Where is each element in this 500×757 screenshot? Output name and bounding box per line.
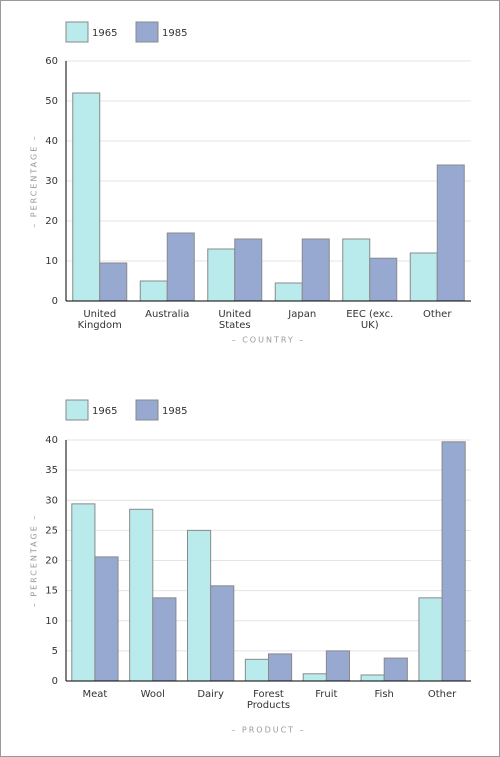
y-tick-label: 35 — [45, 465, 58, 476]
x-tick-label: Wool — [140, 689, 165, 700]
bar — [302, 673, 327, 682]
x-tick-label: Dairy — [197, 689, 224, 700]
legend-swatch — [135, 399, 159, 421]
x-tick-label: Forest Products — [246, 689, 291, 711]
bar — [301, 238, 330, 302]
legend-label: 1985 — [162, 406, 187, 417]
y-tick-label: 20 — [45, 216, 58, 227]
bar — [99, 262, 128, 302]
y-axis-label: – PERCENTAGE – — [30, 514, 39, 608]
bar — [436, 164, 465, 302]
x-tick-label: EEC (exc. UK) — [346, 309, 394, 331]
bar — [274, 282, 303, 302]
x-tick-label: Other — [423, 309, 452, 320]
y-tick-label: 40 — [45, 136, 58, 147]
y-tick-label: 30 — [45, 176, 58, 187]
legend-label: 1965 — [92, 28, 117, 39]
bar — [152, 597, 177, 682]
y-tick-label: 20 — [45, 556, 58, 567]
bar — [72, 92, 101, 302]
legend-swatch — [65, 21, 89, 43]
bar — [94, 556, 119, 682]
legend-label: 1985 — [162, 28, 187, 39]
legend-swatch — [135, 21, 159, 43]
y-tick-label: 60 — [45, 56, 58, 67]
x-tick-label: Fruit — [315, 689, 338, 700]
y-tick-label: 10 — [45, 616, 58, 627]
y-tick-label: 0 — [52, 296, 58, 307]
y-tick-label: 0 — [52, 676, 58, 687]
y-tick-label: 15 — [45, 586, 58, 597]
y-tick-label: 5 — [52, 646, 58, 657]
bar — [409, 252, 438, 302]
x-tick-label: Australia — [145, 309, 190, 320]
y-tick-label: 30 — [45, 495, 58, 506]
x-axis-label: – PRODUCT – — [231, 726, 305, 735]
x-tick-label: United States — [218, 309, 252, 331]
bar — [139, 280, 168, 302]
bar — [234, 238, 263, 302]
y-tick-label: 10 — [45, 256, 58, 267]
y-tick-label: 25 — [45, 525, 58, 536]
x-tick-label: United Kingdom — [77, 309, 122, 331]
y-axis-label: – PERCENTAGE – — [30, 134, 39, 228]
bar — [71, 503, 96, 682]
legend-swatch — [65, 399, 89, 421]
bar — [166, 232, 195, 302]
bar — [268, 653, 293, 682]
legend-label: 1965 — [92, 406, 117, 417]
bar — [342, 238, 371, 302]
bar — [207, 248, 236, 302]
bar — [244, 658, 270, 682]
y-tick-label: 40 — [45, 435, 58, 446]
bar — [441, 441, 466, 682]
x-tick-label: Other — [427, 689, 457, 700]
bar — [383, 657, 408, 682]
bar — [129, 508, 154, 682]
x-axis-label: – COUNTRY – — [232, 336, 306, 345]
bar — [418, 597, 443, 682]
bar — [369, 257, 398, 302]
x-tick-label: Japan — [288, 309, 317, 320]
bar — [187, 529, 212, 682]
y-tick-label: 50 — [45, 96, 58, 107]
bar — [210, 585, 235, 682]
x-tick-label: Meat — [82, 689, 108, 700]
bar — [325, 650, 351, 682]
bar — [360, 674, 385, 682]
x-tick-label: Fish — [374, 689, 394, 700]
